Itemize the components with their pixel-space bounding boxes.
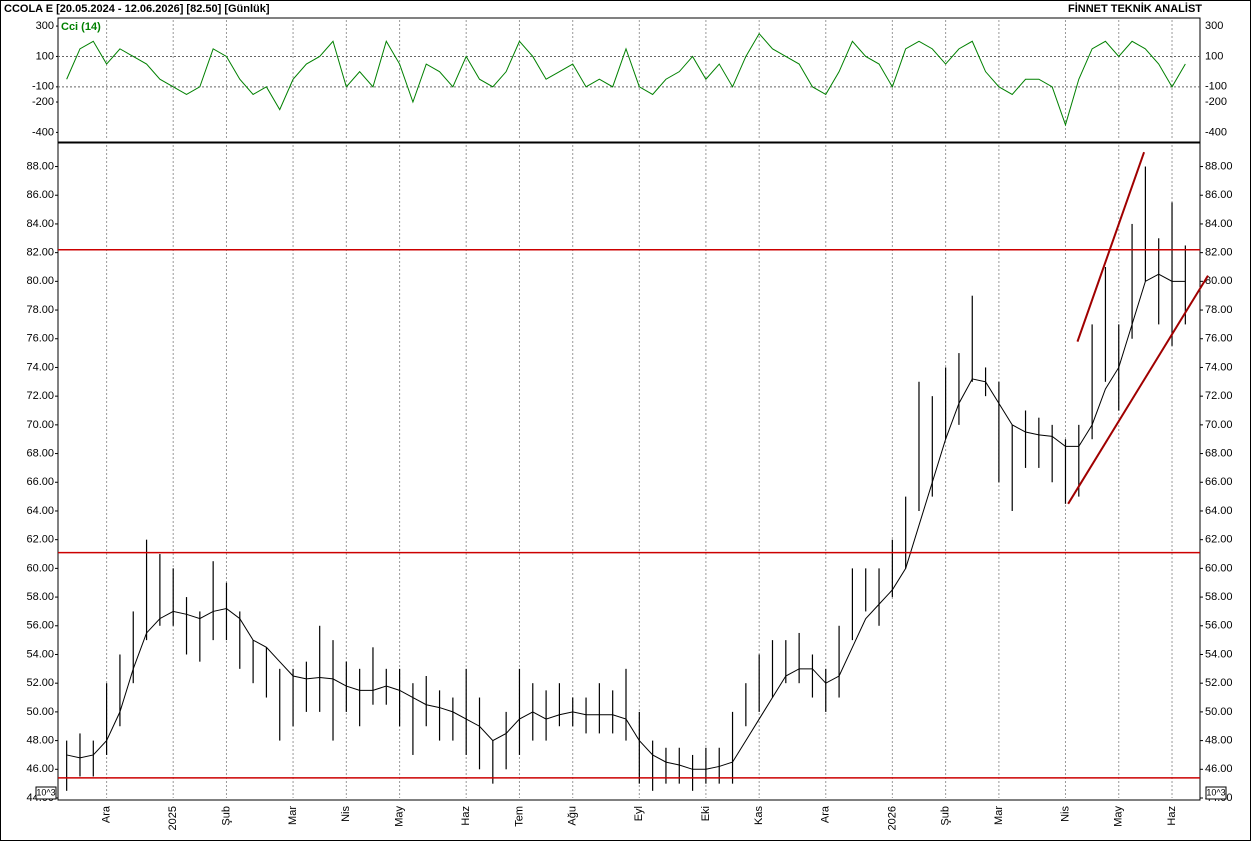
cci-line: [66, 32, 1186, 127]
y-tick-label: 52.00: [1205, 677, 1233, 689]
panel-frame: [57, 142, 1201, 801]
y-tick-label: 46.00: [1205, 763, 1233, 775]
y-tick-label: 68.00: [26, 447, 54, 459]
y-tick-label: 66.00: [26, 476, 54, 488]
y-tick-label: 60.00: [1205, 562, 1233, 574]
x-tick-label: Kas: [753, 806, 765, 825]
y-tick-label: 68.00: [1205, 447, 1233, 459]
y-tick-label: 82.00: [26, 247, 54, 259]
y-tick-label: -100: [32, 81, 54, 93]
unit-box: [35, 786, 57, 800]
y-tick-label: 56.00: [1205, 620, 1233, 632]
y-tick-label: 52.00: [26, 677, 54, 689]
unit-label: 10^3: [36, 787, 55, 797]
y-tick-label: 78.00: [1205, 304, 1233, 316]
y-tick-label: 64.00: [1205, 505, 1233, 517]
y-tick-label: 100: [36, 50, 54, 62]
y-tick-label: 88.00: [1205, 160, 1233, 172]
x-tick-label: Nis: [340, 806, 352, 822]
y-tick-label: 74.00: [26, 361, 54, 373]
y-tick-label: 50.00: [26, 706, 54, 718]
x-tick-label: Şub: [940, 806, 952, 826]
y-tick-label: 76.00: [1205, 333, 1233, 345]
y-tick-label: -200: [32, 96, 54, 108]
y-tick-label: 70.00: [1205, 419, 1233, 431]
x-tick-label: Haz: [460, 806, 472, 826]
y-tick-label: -100: [1205, 81, 1227, 93]
y-tick-label: 70.00: [26, 419, 54, 431]
y-tick-label: 48.00: [1205, 734, 1233, 746]
x-tick-label: Ağu: [567, 806, 579, 826]
x-tick-label: Şub: [220, 806, 232, 826]
y-tick-label: 66.00: [1205, 476, 1233, 488]
y-tick-label: 86.00: [1205, 189, 1233, 201]
y-tick-label: 48.00: [26, 734, 54, 746]
y-tick-label: 84.00: [26, 218, 54, 230]
x-tick-label: Nis: [1059, 806, 1071, 822]
panel-frame: [57, 17, 1201, 143]
x-tick-label: Tem: [513, 806, 525, 827]
y-tick-label: 300: [36, 20, 54, 32]
y-tick-label: 80.00: [1205, 275, 1233, 287]
y-tick-label: 64.00: [26, 505, 54, 517]
y-tick-label: 300: [1205, 20, 1223, 32]
x-tick-label: Mar: [287, 806, 299, 825]
y-tick-label: 72.00: [26, 390, 54, 402]
legend-entry: Cci (14): [61, 21, 101, 33]
moving-average: [66, 273, 1186, 770]
y-tick-label: 86.00: [26, 189, 54, 201]
y-tick-label: 46.00: [26, 763, 54, 775]
y-tick-label: 84.00: [1205, 218, 1233, 230]
y-tick-label: 50.00: [1205, 706, 1233, 718]
y-tick-label: 80.00: [26, 275, 54, 287]
x-tick-label: 2025: [167, 806, 179, 830]
y-tick-label: 82.00: [1205, 247, 1233, 259]
x-tick-label: Eki: [700, 806, 712, 821]
y-tick-label: 62.00: [26, 534, 54, 546]
x-tick-label: Haz: [1166, 806, 1178, 826]
x-tick-label: Ara: [101, 805, 113, 823]
chart-subtitle: FİNNET TEKNİK ANALİST: [1068, 2, 1202, 15]
y-tick-label: 76.00: [26, 333, 54, 345]
y-tick-label: 62.00: [1205, 534, 1233, 546]
y-tick-label: 54.00: [26, 648, 54, 660]
unit-label: 10^3: [1206, 787, 1225, 797]
y-tick-label: 58.00: [26, 591, 54, 603]
y-tick-label: -400: [1205, 126, 1227, 138]
y-tick-label: 78.00: [26, 304, 54, 316]
unit-box: [1205, 786, 1227, 800]
trend-line: [1067, 275, 1209, 505]
chart-title: CCOLA E [20.05.2024 - 12.06.2026] [82.50…: [4, 3, 270, 15]
y-tick-label: 54.00: [1205, 648, 1233, 660]
y-tick-label: 72.00: [1205, 390, 1233, 402]
x-tick-label: May: [1113, 806, 1125, 827]
y-tick-label: 88.00: [26, 160, 54, 172]
trend-line: [1076, 151, 1145, 342]
y-tick-label: 74.00: [1205, 361, 1233, 373]
x-tick-label: May: [394, 806, 406, 827]
x-tick-label: 2026: [886, 806, 898, 830]
y-tick-label: 100: [1205, 50, 1223, 62]
x-tick-label: Mar: [993, 806, 1005, 825]
y-tick-label: 60.00: [26, 562, 54, 574]
y-tick-label: -200: [1205, 96, 1227, 108]
y-tick-label: -400: [32, 126, 54, 138]
x-tick-label: Ara: [820, 805, 832, 823]
y-tick-label: 56.00: [26, 620, 54, 632]
x-tick-label: Eyl: [633, 806, 645, 821]
y-tick-label: 58.00: [1205, 591, 1233, 603]
